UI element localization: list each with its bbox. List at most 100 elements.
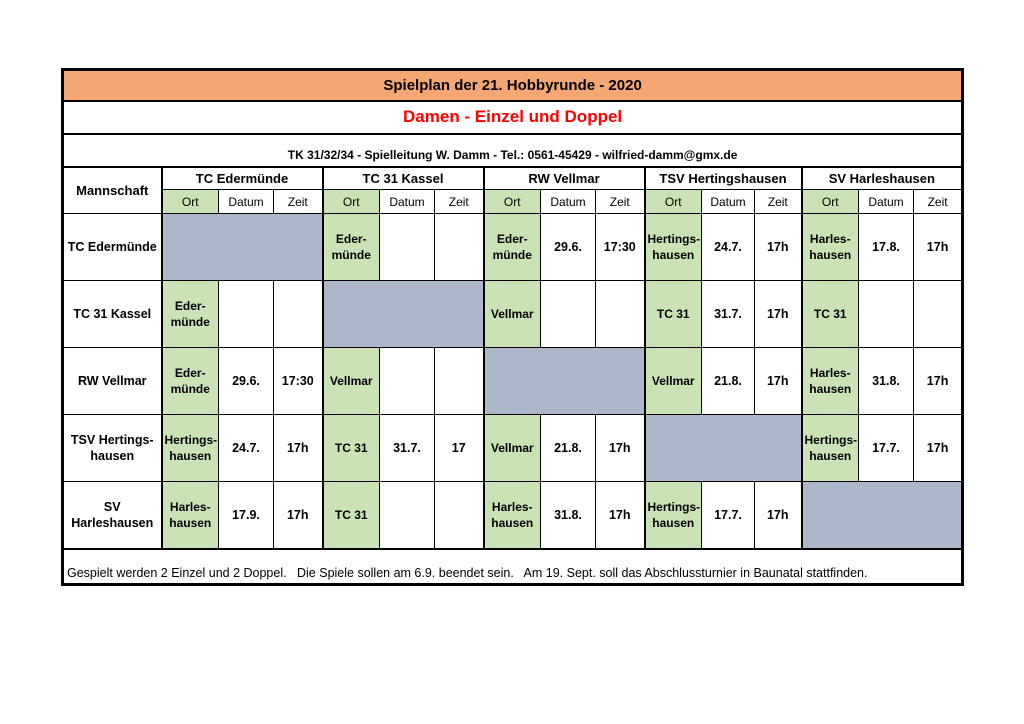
schedule-table: Spielplan der 21. Hobbyrunde - 2020 Dame… (61, 68, 965, 586)
match-datum-cell: 29.6. (540, 213, 596, 281)
subheader-datum: Datum (540, 189, 596, 214)
match-zeit-cell (434, 213, 484, 281)
page-title: Spielplan der 21. Hobbyrunde - 2020 (61, 69, 964, 102)
match-zeit-cell: 17h (273, 414, 323, 482)
match-zeit-cell (273, 280, 323, 348)
subheader-zeit: Zeit (754, 189, 802, 214)
subheader-zeit: Zeit (595, 189, 645, 214)
match-ort-cell: Vellmar (321, 347, 380, 415)
self-match-cell (643, 414, 802, 482)
match-ort-cell: Vellmar (643, 347, 702, 415)
match-zeit-cell: 17h (754, 280, 802, 348)
match-datum-cell: 21.8. (701, 347, 755, 415)
match-datum-cell: 24.7. (701, 213, 755, 281)
subheader-ort: Ort (482, 189, 541, 214)
match-ort-cell: TC 31 (321, 414, 380, 482)
subheader-ort: Ort (321, 189, 380, 214)
match-datum-cell (858, 280, 914, 348)
match-zeit-cell (434, 347, 484, 415)
subheader-ort: Ort (800, 189, 859, 214)
subheader-zeit: Zeit (434, 189, 484, 214)
match-datum-cell: 17.9. (218, 481, 274, 549)
match-ort-cell: TC 31 (321, 481, 380, 549)
match-ort-cell: Hertings- hausen (643, 481, 702, 549)
match-zeit-cell: 17h (595, 481, 645, 549)
match-datum-cell: 17.8. (858, 213, 914, 281)
match-zeit-cell: 17 (434, 414, 484, 482)
self-match-cell (160, 213, 323, 281)
subheader-datum: Datum (379, 189, 435, 214)
match-zeit-cell: 17h (912, 213, 964, 281)
column-header-mannschaft: Mannschaft (62, 166, 163, 214)
match-zeit-cell: 17h (912, 347, 964, 415)
match-zeit-cell: 17h (912, 414, 964, 482)
match-ort-cell: TC 31 (643, 280, 702, 348)
subheader-zeit: Zeit (273, 189, 323, 214)
table-row: TC Edermünde Eder- münde Eder- münde 29.… (62, 213, 964, 281)
match-datum-cell (379, 213, 435, 281)
match-zeit-cell: 17h (754, 481, 802, 549)
match-datum-cell (379, 481, 435, 549)
subheader-datum: Datum (701, 189, 755, 214)
subheader-ort: Ort (643, 189, 702, 214)
match-zeit-cell (912, 280, 964, 348)
match-datum-cell: 29.6. (218, 347, 274, 415)
category-subtitle: Damen - Einzel und Doppel (61, 100, 964, 135)
match-datum-cell: 17.7. (858, 414, 914, 482)
match-datum-cell (379, 347, 435, 415)
match-ort-cell: Eder- münde (160, 347, 219, 415)
match-datum-cell: 31.7. (379, 414, 435, 482)
team-row-label: SV Harleshausen (62, 481, 163, 549)
team-row-label: TSV Hertings- hausen (62, 414, 163, 482)
match-datum-cell: 17.7. (701, 481, 755, 549)
table-row: SV Harleshausen Harles- hausen 17.9. 17h… (62, 481, 964, 549)
team-column-header: RW Vellmar (482, 166, 645, 190)
subheader-datum: Datum (858, 189, 914, 214)
match-ort-cell: Hertings- hausen (643, 213, 702, 281)
match-ort-cell: Harles- hausen (482, 481, 541, 549)
subheader-ort: Ort (160, 189, 219, 214)
match-ort-cell: Hertings- hausen (160, 414, 219, 482)
match-datum-cell: 21.8. (540, 414, 596, 482)
subheader-zeit: Zeit (912, 189, 964, 214)
team-column-header: SV Harleshausen (800, 166, 964, 190)
match-datum-cell: 31.8. (540, 481, 596, 549)
self-match-cell (482, 347, 645, 415)
match-zeit-cell: 17h (273, 481, 323, 549)
self-match-cell (321, 280, 484, 348)
match-ort-cell: Vellmar (482, 414, 541, 482)
contact-info-line: TK 31/32/34 - Spielleitung W. Damm - Tel… (61, 133, 964, 168)
self-match-cell (800, 481, 964, 549)
match-datum-cell: 24.7. (218, 414, 274, 482)
match-datum-cell: 31.8. (858, 347, 914, 415)
subheader-datum: Datum (218, 189, 274, 214)
match-ort-cell: Eder- münde (482, 213, 541, 281)
match-datum-cell (218, 280, 274, 348)
match-ort-cell: Eder- münde (160, 280, 219, 348)
team-row-label: TC 31 Kassel (62, 280, 163, 348)
team-row-label: RW Vellmar (62, 347, 163, 415)
match-datum-cell (540, 280, 596, 348)
match-ort-cell: Vellmar (482, 280, 541, 348)
schedule-sheet: Spielplan der 21. Hobbyrunde - 2020 Dame… (61, 68, 965, 586)
match-zeit-cell: 17h (595, 414, 645, 482)
match-zeit-cell: 17:30 (595, 213, 645, 281)
match-zeit-cell: 17:30 (273, 347, 323, 415)
team-column-header: TC Edermünde (160, 166, 323, 190)
table-row: RW Vellmar Eder- münde 29.6. 17:30 Vellm… (62, 347, 964, 415)
match-zeit-cell (434, 481, 484, 549)
match-ort-cell: Harles- hausen (800, 213, 859, 281)
team-column-header: TC 31 Kassel (321, 166, 484, 190)
match-zeit-cell: 17h (754, 347, 802, 415)
table-row: TC 31 Kassel Eder- münde Vellmar TC 31 3… (62, 280, 964, 348)
team-column-header: TSV Hertingshausen (643, 166, 802, 190)
table-row: TSV Hertings- hausen Hertings- hausen 24… (62, 414, 964, 482)
match-ort-cell: Harles- hausen (160, 481, 219, 549)
match-ort-cell: Eder- münde (321, 213, 380, 281)
team-row-label: TC Edermünde (62, 213, 163, 281)
footer-note: Gespielt werden 2 Einzel und 2 Doppel. D… (61, 547, 964, 585)
match-ort-cell: Harles- hausen (800, 347, 859, 415)
match-datum-cell: 31.7. (701, 280, 755, 348)
match-ort-cell: Hertings- hausen (800, 414, 859, 482)
match-zeit-cell (595, 280, 645, 348)
